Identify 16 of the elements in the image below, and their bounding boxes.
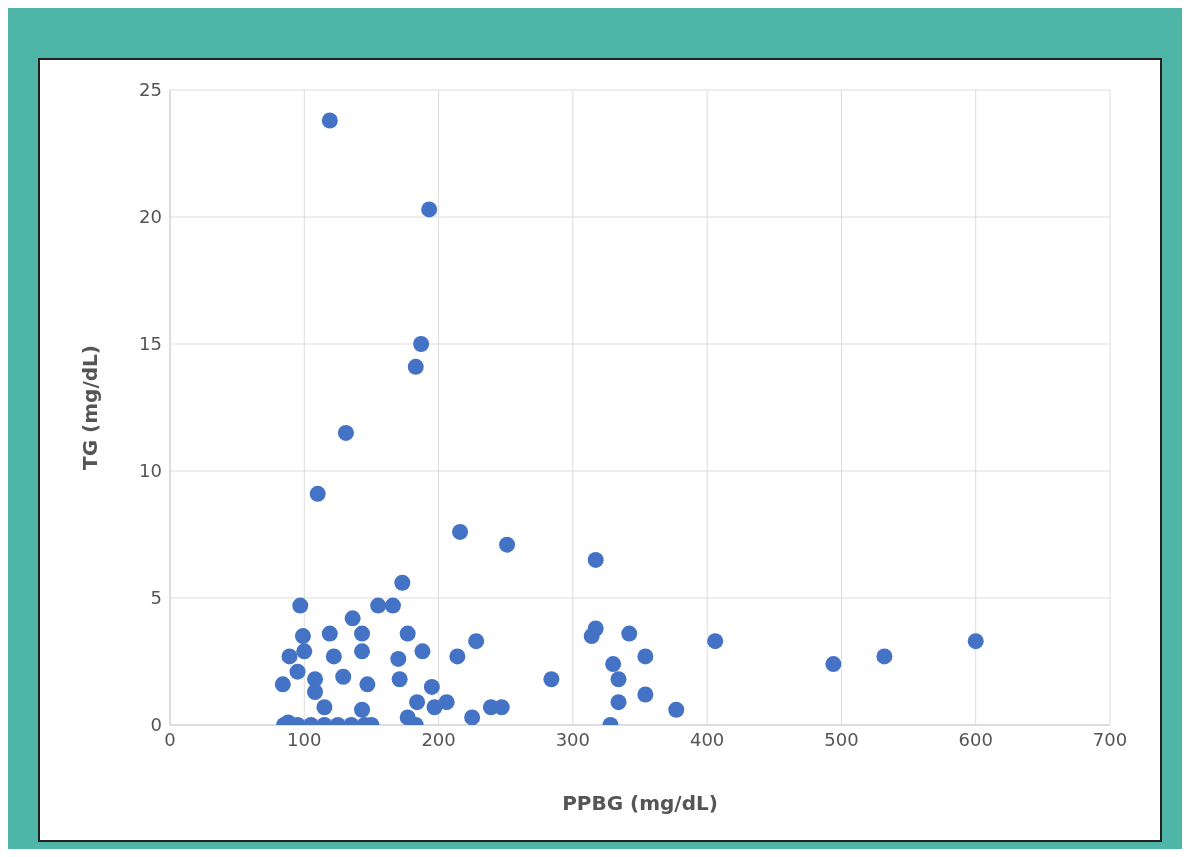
x-tick-label: 200 — [421, 728, 456, 750]
y-tick-label: 5 — [150, 587, 162, 609]
x-tick-label: 600 — [958, 728, 993, 750]
y-tick-label: 15 — [139, 333, 162, 355]
y-tick-label: 0 — [150, 714, 162, 736]
y-axis-title: TG (mg/dL) — [78, 345, 103, 470]
x-tick-label: 100 — [287, 728, 322, 750]
y-tick-label: 20 — [139, 206, 162, 228]
y-tick-label: 10 — [139, 460, 162, 482]
x-tick-label: 500 — [824, 728, 859, 750]
x-tick-label: 400 — [689, 728, 725, 750]
x-tick-label: 700 — [1092, 728, 1128, 750]
y-tick-label: 25 — [139, 79, 162, 101]
x-tick-label: 0 — [164, 728, 176, 750]
x-axis-title: PPBG (mg/dL) — [562, 791, 718, 815]
x-tick-label: 300 — [555, 728, 591, 750]
